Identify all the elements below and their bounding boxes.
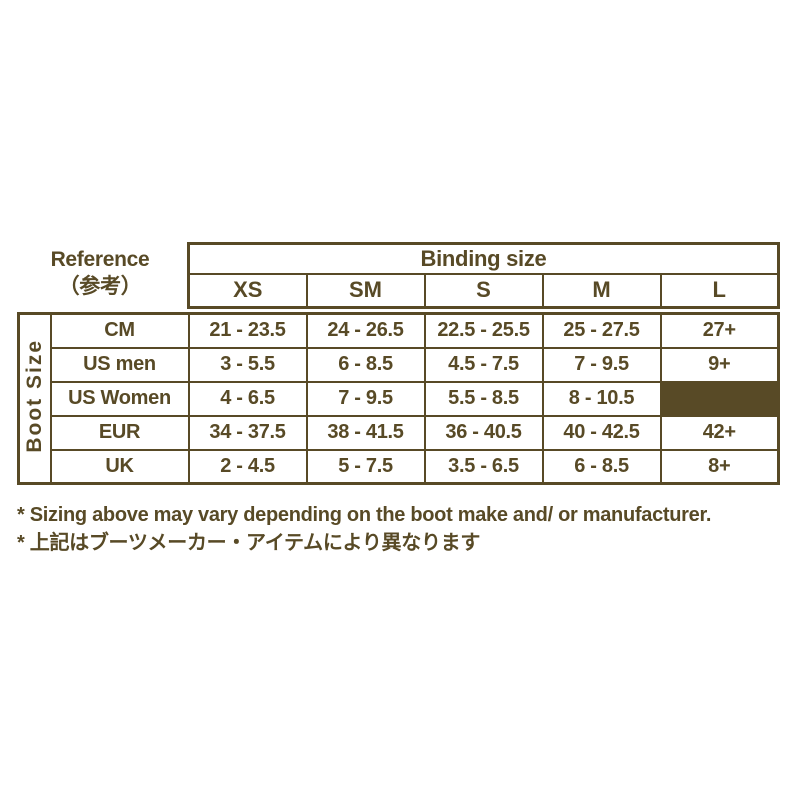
table-row-us-men: US men 3 - 5.5 6 - 8.5 4.5 - 7.5 7 - 9.5… (19, 346, 780, 383)
size-cell: 27+ (659, 312, 780, 349)
table-row-us-women: US Women 4 - 6.5 7 - 9.5 5.5 - 8.5 8 - 1… (19, 380, 780, 417)
size-cell: 8+ (659, 448, 780, 485)
row-label-us-men: US men (49, 346, 190, 383)
row-label-cm: CM (49, 312, 190, 349)
reference-label-line1: Reference (50, 248, 150, 271)
size-cell: 2 - 4.5 (187, 448, 308, 485)
size-cell: 40 - 42.5 (541, 414, 662, 451)
size-cell: 36 - 40.5 (423, 414, 544, 451)
reference-label: Reference （参考） (25, 246, 175, 300)
size-cell: 8 - 10.5 (541, 380, 662, 417)
binding-size-title: Binding size (187, 242, 780, 275)
column-header-s: S (423, 273, 544, 308)
size-cell: 38 - 41.5 (305, 414, 426, 451)
note-japanese: * 上記はブーツメーカー・アイテムにより異なります (17, 532, 481, 554)
size-cell: 4.5 - 7.5 (423, 346, 544, 383)
size-cell: 4 - 6.5 (187, 380, 308, 417)
size-cell: 7 - 9.5 (305, 380, 426, 417)
size-cell: 5.5 - 8.5 (423, 380, 544, 417)
size-cell: 6 - 8.5 (305, 346, 426, 383)
sizing-notes: * Sizing above may vary depending on the… (17, 501, 787, 557)
size-cell: 21 - 23.5 (187, 312, 308, 349)
reference-label-line2: （参考） (58, 275, 142, 298)
column-header-l: L (659, 273, 780, 308)
size-cell: 22.5 - 25.5 (423, 312, 544, 349)
binding-size-title-row: Binding size (187, 242, 780, 275)
table-row-cm: Boot Size CM 21 - 23.5 24 - 26.5 22.5 - … (17, 312, 780, 485)
table-row-uk: UK 2 - 4.5 5 - 7.5 3.5 - 6.5 6 - 8.5 8+ (19, 448, 780, 485)
size-cell: 9+ (659, 346, 780, 383)
note-english: * Sizing above may vary depending on the… (17, 504, 712, 526)
boot-size-table: Boot Size CM 21 - 23.5 24 - 26.5 22.5 - … (17, 312, 780, 485)
column-header-xs: XS (187, 273, 308, 308)
row-label-eur: EUR (49, 414, 190, 451)
boot-size-vertical-text: Boot Size (22, 338, 46, 453)
size-cell: 6 - 8.5 (541, 448, 662, 485)
column-header-sm: SM (305, 273, 426, 308)
boot-size-group-label: Boot Size (17, 312, 52, 485)
column-header-m: M (541, 273, 662, 308)
row-label-uk: UK (49, 448, 190, 485)
column-header-row: XS SM S M L (187, 273, 780, 308)
highlighted-cell-us-women-l (659, 380, 780, 417)
size-cell: 5 - 7.5 (305, 448, 426, 485)
row-label-us-women: US Women (49, 380, 190, 417)
table-row-eur: EUR 34 - 37.5 38 - 41.5 36 - 40.5 40 - 4… (19, 414, 780, 451)
size-cell: 7 - 9.5 (541, 346, 662, 383)
size-cell: 25 - 27.5 (541, 312, 662, 349)
size-cell: 3.5 - 6.5 (423, 448, 544, 485)
size-cell: 3 - 5.5 (187, 346, 308, 383)
size-cell: 24 - 26.5 (305, 312, 426, 349)
binding-size-header-table: Binding size XS SM S M L (187, 242, 780, 309)
size-cell: 42+ (659, 414, 780, 451)
size-cell: 34 - 37.5 (187, 414, 308, 451)
